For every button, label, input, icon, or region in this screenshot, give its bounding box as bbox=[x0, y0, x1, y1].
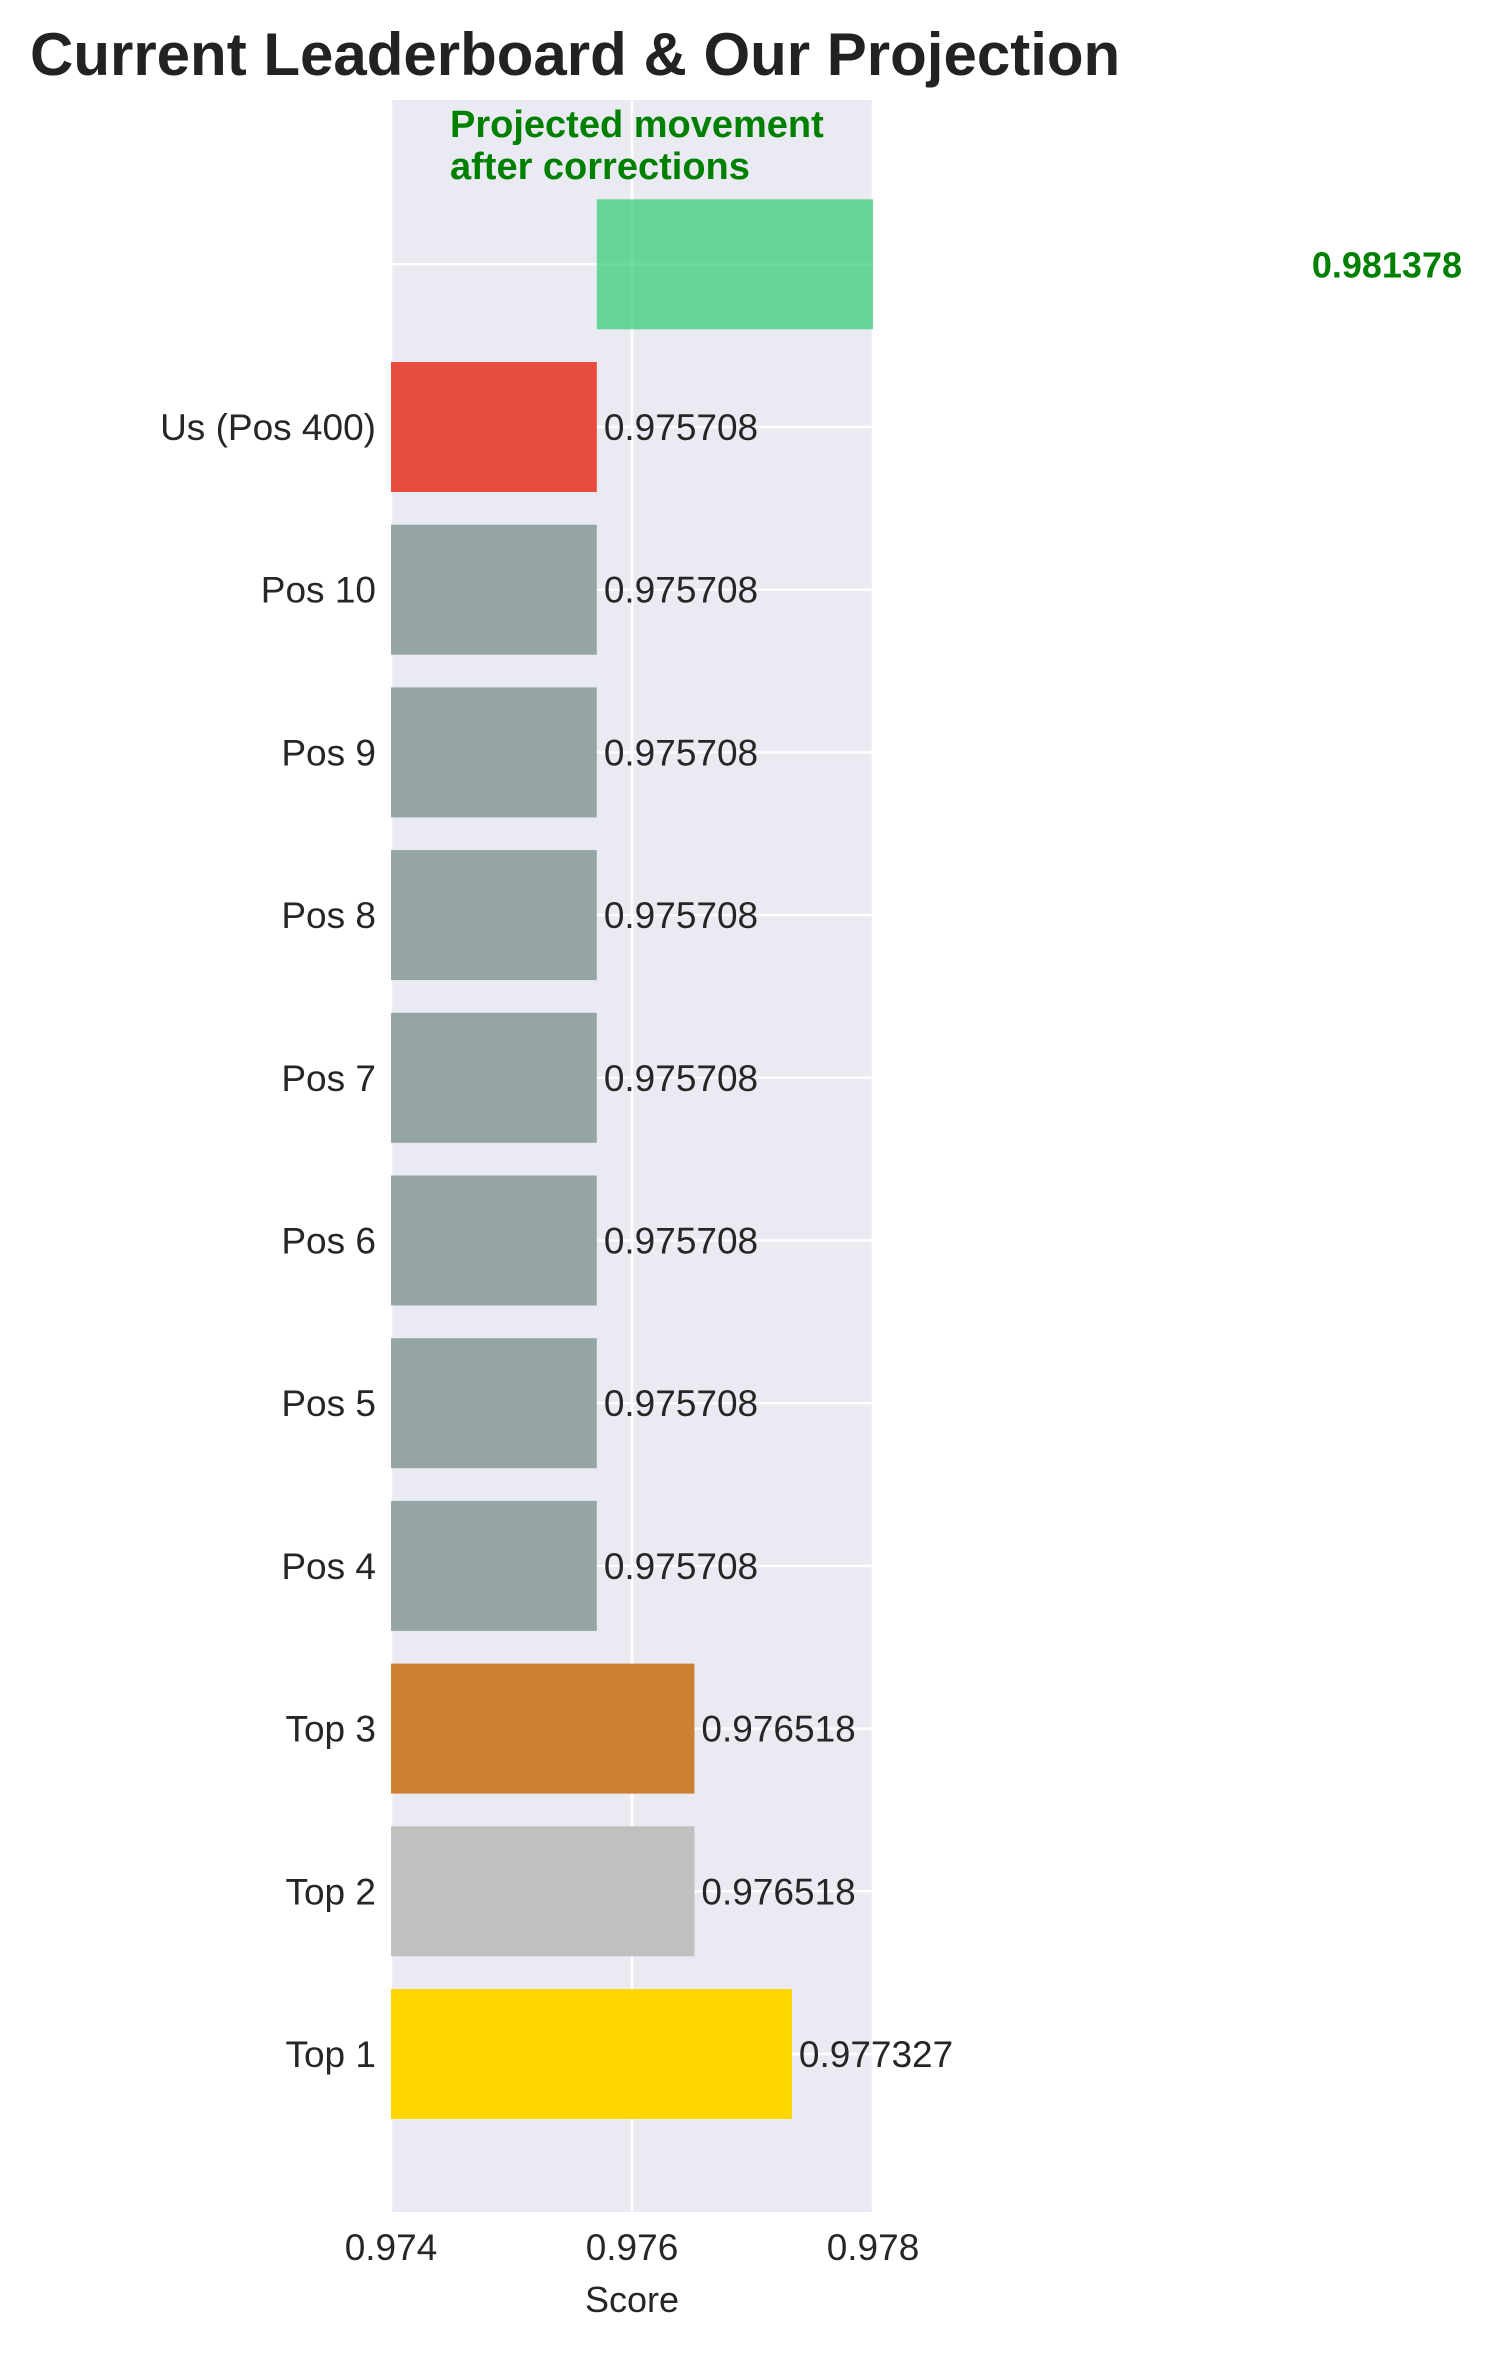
bar-value-label: 0.975708 bbox=[604, 1221, 758, 1262]
bar-value-label: 0.975708 bbox=[604, 732, 758, 773]
bar-value-label: 0.975708 bbox=[604, 1383, 758, 1424]
bar bbox=[391, 687, 597, 818]
bar-value-label: 0.975708 bbox=[604, 407, 758, 448]
bar bbox=[391, 1500, 597, 1631]
bar bbox=[391, 524, 597, 655]
bar-value-label: 0.975708 bbox=[604, 1546, 758, 1587]
bar bbox=[391, 1338, 597, 1469]
y-tick-label: Pos 5 bbox=[281, 1383, 376, 1424]
bar-value-label: 0.975708 bbox=[604, 570, 758, 611]
bar bbox=[391, 362, 597, 492]
x-tick-label: 0.976 bbox=[586, 2227, 679, 2268]
y-tick-label: Pos 8 bbox=[281, 895, 376, 936]
y-tick-label: Us (Pos 400) bbox=[160, 407, 376, 448]
projection-annotation-line2: after corrections bbox=[450, 146, 750, 188]
y-tick-label: Pos 6 bbox=[281, 1221, 376, 1262]
y-tick-label: Top 3 bbox=[285, 1709, 376, 1750]
bar bbox=[391, 1012, 597, 1143]
x-tick-label: 0.974 bbox=[345, 2227, 438, 2268]
projection-annotation-line1: Projected movement bbox=[450, 104, 824, 146]
bar bbox=[391, 1826, 695, 1957]
bar bbox=[391, 1175, 597, 1306]
bar-value-label: 0.976518 bbox=[701, 1871, 855, 1912]
y-tick-label: Top 1 bbox=[285, 2034, 376, 2075]
x-tick-label: 0.978 bbox=[827, 2227, 920, 2268]
bar-value-label: 0.977327 bbox=[799, 2034, 953, 2075]
chart-title: Current Leaderboard & Our Projection bbox=[30, 21, 1120, 88]
bar bbox=[391, 1663, 695, 1794]
bar-value-label: 0.975708 bbox=[604, 1058, 758, 1099]
y-tick-label: Pos 4 bbox=[281, 1546, 376, 1587]
projection-value-label: 0.981378 bbox=[1312, 244, 1462, 285]
x-axis-label: Score bbox=[585, 2279, 679, 2320]
bar-value-label: 0.975708 bbox=[604, 895, 758, 936]
y-tick-label: Top 2 bbox=[285, 1871, 376, 1912]
y-tick-label: Pos 10 bbox=[261, 570, 376, 611]
bar bbox=[391, 850, 597, 981]
y-tick-label: Pos 7 bbox=[281, 1058, 376, 1099]
y-tick-label: Pos 9 bbox=[281, 732, 376, 773]
projection-bar bbox=[596, 199, 873, 330]
bar bbox=[391, 1989, 792, 2119]
bar-value-label: 0.976518 bbox=[701, 1709, 855, 1750]
